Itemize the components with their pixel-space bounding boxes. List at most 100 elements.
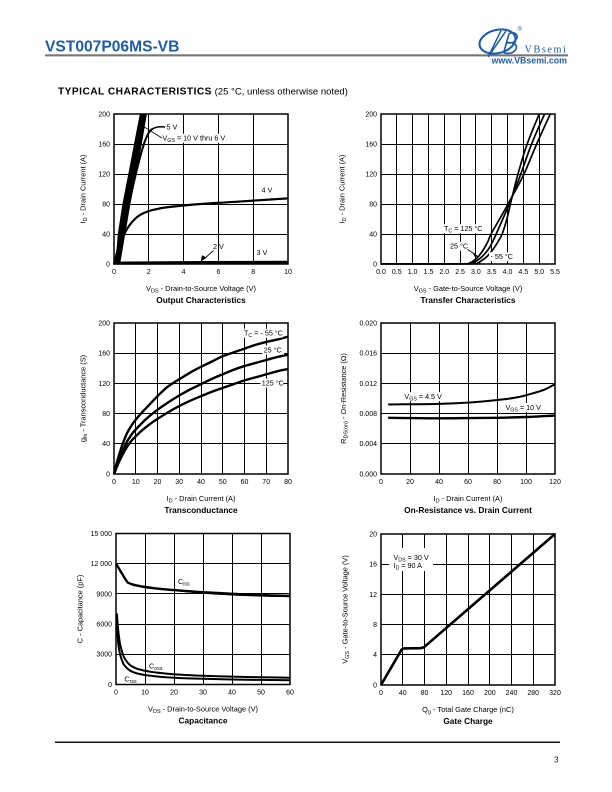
svg-text:15 000: 15 000 bbox=[91, 531, 113, 538]
svg-text:www.VBsemi.com: www.VBsemi.com bbox=[491, 56, 568, 66]
svg-text:VGS​ = 4.5 V: VGS​ = 4.5 V bbox=[404, 392, 442, 403]
svg-text:120: 120 bbox=[440, 690, 452, 697]
svg-text:0: 0 bbox=[373, 682, 377, 689]
svg-text:2 V: 2 V bbox=[213, 242, 224, 251]
svg-text:Qg​ - Total Gate Charge (nC): Qg​ - Total Gate Charge (nC) bbox=[422, 705, 514, 716]
svg-text:VGS​ = 10 V: VGS​ = 10 V bbox=[506, 403, 542, 414]
svg-text:60: 60 bbox=[464, 479, 472, 486]
svg-text:Capacitance: Capacitance bbox=[179, 715, 228, 725]
svg-text:5 V: 5 V bbox=[167, 123, 178, 132]
svg-text:80: 80 bbox=[102, 201, 110, 208]
svg-text:On-Resistance vs. Drain Curren: On-Resistance vs. Drain Current bbox=[404, 505, 532, 515]
svg-text:50: 50 bbox=[219, 479, 227, 486]
svg-text:ID​ - Drain Current (A): ID​ - Drain Current (A) bbox=[167, 494, 236, 505]
svg-text:0: 0 bbox=[379, 690, 383, 697]
svg-text:0: 0 bbox=[379, 479, 383, 486]
svg-text:40: 40 bbox=[369, 231, 377, 238]
svg-text:120: 120 bbox=[98, 381, 110, 388]
svg-text:gfs​ - Transconductance (S): gfs​ - Transconductance (S) bbox=[79, 355, 90, 442]
svg-text:120: 120 bbox=[98, 171, 110, 178]
svg-text:2.5: 2.5 bbox=[455, 269, 465, 276]
svg-text:40: 40 bbox=[102, 441, 110, 448]
svg-text:70: 70 bbox=[262, 479, 270, 486]
svg-text:40: 40 bbox=[435, 479, 443, 486]
svg-text:TC​ = - 55 °C: TC​ = - 55 °C bbox=[244, 329, 283, 340]
svg-text:120: 120 bbox=[549, 479, 561, 486]
svg-text:80: 80 bbox=[369, 201, 377, 208]
svg-text:12: 12 bbox=[369, 592, 377, 599]
svg-text:80: 80 bbox=[284, 479, 292, 486]
svg-text:0: 0 bbox=[108, 682, 112, 689]
svg-text:3.0: 3.0 bbox=[471, 269, 481, 276]
svg-text:TC​ = 125 °C: TC​ = 125 °C bbox=[444, 224, 482, 235]
svg-text:VGS​ = 10 V thru 6 V: VGS​ = 10 V thru 6 V bbox=[163, 134, 226, 145]
svg-text:Transfer Characteristics: Transfer Characteristics bbox=[420, 295, 515, 305]
svg-text:2: 2 bbox=[147, 269, 151, 276]
svg-text:30: 30 bbox=[199, 690, 207, 697]
svg-text:VDS​ - Drain-to-Source Voltage: VDS​ - Drain-to-Source Voltage (V) bbox=[148, 705, 258, 716]
svg-text:40: 40 bbox=[102, 231, 110, 238]
svg-text:0: 0 bbox=[106, 471, 110, 478]
svg-text:320: 320 bbox=[549, 690, 561, 697]
svg-text:VGS​ - Gate-to-Source Voltage: VGS​ - Gate-to-Source Voltage (V) bbox=[414, 284, 523, 295]
svg-text:20: 20 bbox=[406, 479, 414, 486]
svg-text:Crss​: Crss​ bbox=[124, 675, 137, 686]
svg-text:Gate Charge: Gate Charge bbox=[443, 716, 493, 726]
svg-text:160: 160 bbox=[98, 141, 110, 148]
svg-text:10: 10 bbox=[141, 690, 149, 697]
svg-text:0: 0 bbox=[106, 261, 110, 268]
svg-text:120: 120 bbox=[365, 171, 377, 178]
svg-text:10: 10 bbox=[284, 269, 292, 276]
svg-text:C - Capacitance (pF): C - Capacitance (pF) bbox=[76, 575, 85, 644]
svg-text:0.004: 0.004 bbox=[359, 441, 377, 448]
svg-text:160: 160 bbox=[462, 690, 474, 697]
svg-text:0: 0 bbox=[373, 261, 377, 268]
svg-text:280: 280 bbox=[527, 690, 539, 697]
svg-text:0.5: 0.5 bbox=[392, 269, 402, 276]
svg-text:0.000: 0.000 bbox=[359, 471, 377, 478]
svg-text:Ciss​: Ciss​ bbox=[178, 577, 190, 588]
svg-text:8: 8 bbox=[373, 622, 377, 629]
svg-text:ID​ - Drain Current (A): ID​ - Drain Current (A) bbox=[338, 155, 349, 224]
svg-text:40: 40 bbox=[228, 690, 236, 697]
svg-text:VST007P06MS-VB: VST007P06MS-VB bbox=[45, 39, 179, 56]
svg-text:20: 20 bbox=[369, 531, 377, 538]
svg-text:3 V: 3 V bbox=[257, 248, 268, 257]
svg-text:3000: 3000 bbox=[96, 652, 112, 659]
svg-text:ID​ - Drain Current (A): ID​ - Drain Current (A) bbox=[79, 155, 90, 224]
svg-text:25 °C: 25 °C bbox=[264, 345, 282, 354]
svg-text:0.0: 0.0 bbox=[376, 269, 386, 276]
svg-text:0.016: 0.016 bbox=[359, 351, 377, 358]
svg-text:40: 40 bbox=[399, 690, 407, 697]
svg-text:200: 200 bbox=[98, 320, 110, 327]
svg-text:Coss​: Coss​ bbox=[149, 662, 163, 673]
svg-text:VDS​ - Drain-to-Source Voltage: VDS​ - Drain-to-Source Voltage (V) bbox=[146, 284, 256, 295]
svg-text:9000: 9000 bbox=[96, 591, 112, 598]
svg-text:ID​ = 90 A: ID​ = 90 A bbox=[394, 561, 423, 572]
svg-text:VGS​ - Gate-to-Source Voltage: VGS​ - Gate-to-Source Voltage (V) bbox=[341, 555, 352, 664]
svg-text:®: ® bbox=[518, 26, 523, 33]
svg-text:200: 200 bbox=[484, 690, 496, 697]
svg-text:Output Characteristics: Output Characteristics bbox=[156, 295, 246, 305]
svg-text:40: 40 bbox=[197, 479, 205, 486]
svg-text:160: 160 bbox=[98, 351, 110, 358]
svg-text:1.0: 1.0 bbox=[408, 269, 418, 276]
svg-text:25 °C: 25 °C bbox=[450, 242, 468, 251]
svg-text:3.5: 3.5 bbox=[487, 269, 497, 276]
svg-text:RDS(on)​ - On-Resistance (Ω): RDS(on)​ - On-Resistance (Ω) bbox=[339, 353, 350, 444]
svg-text:- 55 °C: - 55 °C bbox=[491, 252, 513, 261]
svg-text:VBsemi: VBsemi bbox=[525, 44, 568, 55]
svg-text:0: 0 bbox=[114, 690, 118, 697]
svg-text:0.012: 0.012 bbox=[359, 381, 377, 388]
svg-text:80: 80 bbox=[493, 479, 501, 486]
svg-text:4.0: 4.0 bbox=[503, 269, 513, 276]
svg-text:60: 60 bbox=[241, 479, 249, 486]
svg-text:0: 0 bbox=[112, 269, 116, 276]
svg-text:12 000: 12 000 bbox=[91, 561, 113, 568]
svg-text:30: 30 bbox=[175, 479, 183, 486]
svg-text:4: 4 bbox=[182, 269, 186, 276]
svg-text:80: 80 bbox=[102, 411, 110, 418]
svg-text:ID​ - Drain Current (A): ID​ - Drain Current (A) bbox=[434, 494, 503, 505]
svg-text:0: 0 bbox=[112, 479, 116, 486]
svg-text:200: 200 bbox=[98, 111, 110, 118]
